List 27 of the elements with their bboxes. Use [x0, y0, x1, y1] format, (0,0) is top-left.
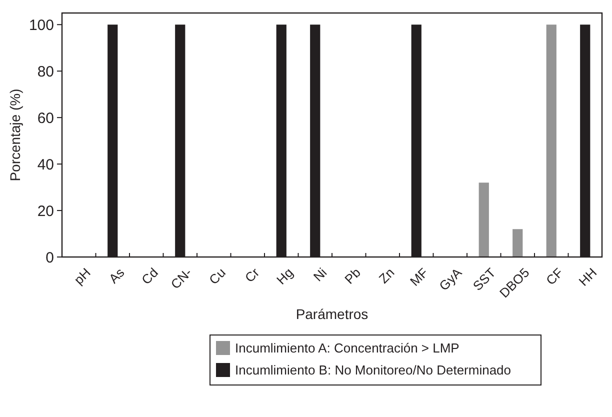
x-tick-label: CN-	[168, 264, 195, 292]
legend-label: Incumlimiento B: No Monitoreo/No Determinado	[235, 362, 512, 378]
y-tick-label: 80	[37, 63, 54, 80]
x-tick-label: GyA	[436, 264, 465, 294]
y-tick-label: 40	[37, 156, 54, 174]
x-tick-label: Pb	[342, 264, 364, 287]
x-tick-label: Cr	[242, 264, 263, 286]
x-tick-label: pH	[71, 264, 94, 288]
bar	[546, 24, 556, 257]
x-tick-label: Cd	[138, 264, 161, 288]
x-tick-label: HH	[576, 264, 600, 289]
bar	[478, 182, 489, 257]
x-tick-label: MF	[407, 264, 431, 289]
x-tick-label: Hg	[274, 264, 296, 288]
x-tick-label: As	[106, 264, 128, 286]
legend-label: Incumlimiento A: Concentración > LMP	[235, 340, 460, 356]
y-tick-label: 20	[37, 202, 54, 220]
x-tick-label: Zn	[376, 264, 398, 286]
y-axis-title: Porcentaje (%)	[7, 88, 23, 182]
x-tick-label: Ni	[310, 264, 330, 284]
x-tick-label: Cu	[206, 264, 228, 288]
y-tick-label: 100	[28, 16, 54, 34]
x-axis-title: Parámetros	[296, 306, 368, 322]
x-tick-label: CF	[543, 264, 566, 288]
y-tick-label: 60	[37, 110, 54, 127]
y-tick-label: 0	[46, 249, 54, 266]
bar	[512, 229, 523, 257]
